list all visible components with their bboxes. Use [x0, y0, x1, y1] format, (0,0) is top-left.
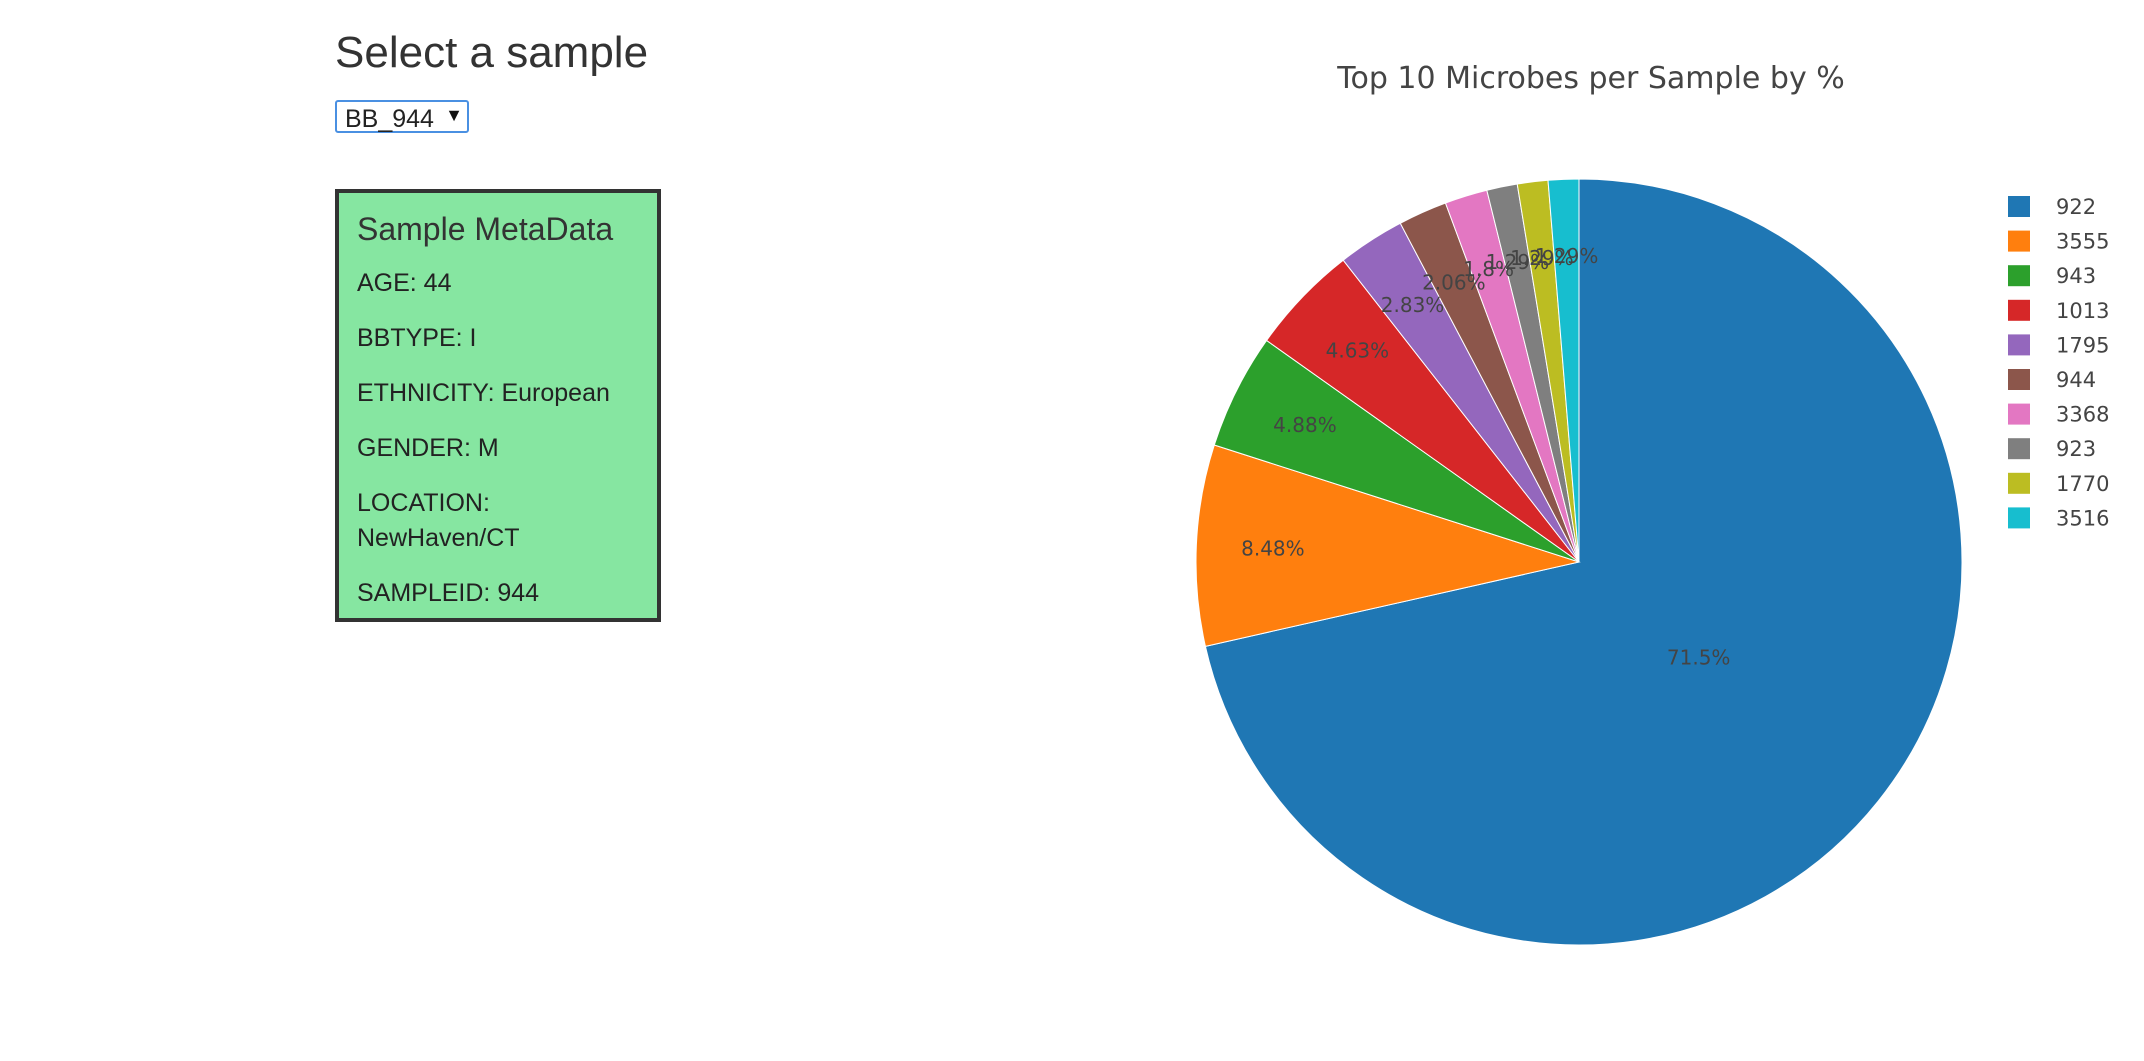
legend-swatch[interactable] [2008, 299, 2030, 321]
metadata-age: AGE: 44 [357, 269, 452, 297]
legend[interactable]: 922 3555 943 1013 1795 944 3368 923 1770 3516 [2008, 195, 2109, 530]
pie-slice-label: 71.5% [1667, 646, 1731, 670]
legend-swatch[interactable] [2008, 507, 2030, 529]
pie-slice-label: 1.29% [1510, 246, 1574, 270]
page-title: Select a sample [335, 28, 649, 77]
sample-select-value: BB_944 [345, 105, 434, 133]
pie-slice-label: 2.83% [1381, 293, 1445, 317]
metadata-location: LOCATION: NewHaven/CT [357, 489, 520, 552]
pie-slice-labels: 71.5%8.48%4.88%4.63%2.83%2.06%1.8%1.29%1… [1241, 244, 1730, 670]
metadata-title: Sample MetaData [357, 211, 614, 247]
pie-slices [1195, 178, 1963, 946]
metadata-ethnicity: ETHNICITY: European [357, 379, 610, 407]
legend-label[interactable]: 944 [2056, 368, 2096, 392]
legend-swatch[interactable] [2008, 403, 2030, 425]
pie-slice-922[interactable] [1204, 178, 1963, 946]
metadata-sampleid: SAMPLEID: 944 [357, 579, 540, 607]
legend-label[interactable]: 923 [2056, 437, 2096, 461]
sample-select[interactable]: BB_944 ▼ BB_944 [335, 100, 469, 133]
pie-slice-label: 1.8% [1463, 257, 1514, 281]
legend-swatch[interactable] [2008, 472, 2030, 494]
legend-label[interactable]: 3555 [2056, 230, 2109, 254]
legend-swatch[interactable] [2008, 196, 2030, 217]
metadata-bbtype: BBTYPE: I [357, 324, 477, 352]
legend-swatch[interactable] [2008, 438, 2030, 460]
pie-slice-3516[interactable] [1547, 178, 1580, 563]
legend-swatch[interactable] [2008, 265, 2030, 287]
sample-metadata-panel: Sample MetaData AGE: 44 BBTYPE: I ETHNIC… [335, 189, 661, 622]
legend-label[interactable]: 1770 [2056, 472, 2109, 496]
legend-swatch[interactable] [2008, 230, 2030, 252]
legend-label[interactable]: 3516 [2056, 506, 2109, 530]
pie-slice-label: 1.29% [1535, 244, 1599, 268]
pie-slice-label: 2.06% [1422, 270, 1486, 294]
pie-slice-label: 4.63% [1326, 338, 1390, 362]
chart-title: Top 10 Microbes per Sample by % [1336, 61, 1845, 96]
legend-swatch[interactable] [2008, 369, 2030, 390]
metadata-gender: GENDER: M [357, 434, 499, 462]
legend-label[interactable]: 922 [2056, 195, 2096, 219]
pie-slice-3555[interactable] [1195, 444, 1581, 647]
pie-slice-label: 1.29% [1486, 250, 1550, 274]
legend-label[interactable]: 3368 [2056, 403, 2109, 427]
legend-label[interactable]: 943 [2056, 264, 2096, 288]
pie-slice-label: 8.48% [1241, 536, 1305, 560]
legend-label[interactable]: 1795 [2056, 333, 2109, 357]
legend-label[interactable]: 1013 [2056, 299, 2109, 323]
pie-slice-label: 4.88% [1273, 413, 1337, 437]
chevron-down-icon: ▼ [445, 105, 463, 125]
legend-swatch[interactable] [2008, 334, 2030, 356]
